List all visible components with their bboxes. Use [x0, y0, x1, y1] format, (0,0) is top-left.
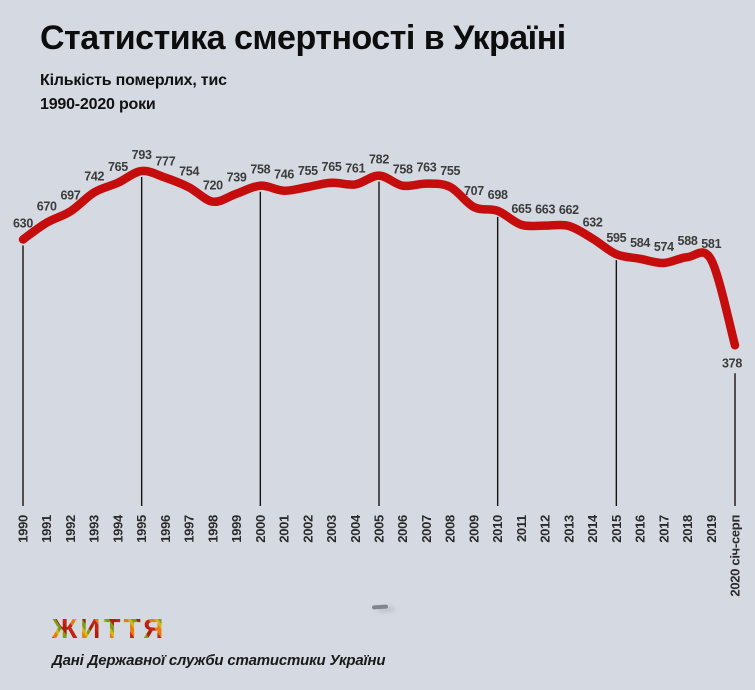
value-label: 595 — [606, 231, 626, 245]
year-label: 1991 — [39, 515, 54, 543]
chart-subtitle: Кількість померлих, тис — [40, 72, 227, 90]
year-label: 2014 — [585, 514, 600, 543]
year-label: 2009 — [466, 515, 481, 543]
year-label: 2008 — [443, 515, 458, 543]
value-label: 755 — [440, 164, 460, 178]
value-label: 670 — [37, 200, 57, 214]
year-label: 2016 — [633, 515, 648, 543]
value-label: 758 — [393, 163, 413, 177]
value-label: 698 — [488, 188, 508, 202]
value-label: 720 — [203, 179, 223, 193]
page-title: Статистика смертності в Україні — [40, 19, 566, 57]
value-label: 739 — [227, 171, 247, 185]
footer: ЖИТТЯ Дані Державної служби статистики У… — [52, 614, 386, 670]
year-label: 2020 січ-серп — [728, 515, 743, 597]
header: Статистика смертності в Україні Кількіст… — [40, 19, 566, 117]
value-label: 632 — [583, 216, 603, 230]
value-label: 761 — [345, 161, 365, 175]
value-label: 581 — [701, 237, 721, 251]
value-label: 793 — [132, 148, 152, 162]
value-label: 588 — [678, 234, 698, 248]
value-label: 777 — [155, 155, 175, 169]
value-label: 754 — [179, 164, 199, 178]
value-label: 707 — [464, 184, 484, 198]
year-label: 2006 — [395, 515, 410, 543]
value-label: 765 — [322, 160, 342, 174]
year-label: 1990 — [16, 515, 31, 543]
year-label: 1995 — [134, 515, 149, 543]
year-label: 1996 — [158, 515, 173, 543]
data-source-note: Дані Державної служби статистики України — [52, 652, 386, 669]
value-label: 697 — [60, 188, 80, 202]
year-label: 2003 — [324, 515, 339, 543]
year-label: 2019 — [704, 515, 719, 543]
value-label: 746 — [274, 168, 294, 182]
year-label: 1998 — [205, 515, 220, 543]
value-label: 378 — [722, 356, 742, 370]
year-label: 2002 — [300, 515, 315, 543]
chart-period: 1990-2020 роки — [40, 96, 156, 114]
value-label: 574 — [654, 240, 674, 254]
year-label: 1997 — [182, 515, 197, 543]
year-label: 2001 — [277, 515, 292, 543]
year-label: 2015 — [609, 515, 624, 543]
year-label: 2011 — [514, 515, 529, 542]
year-label: 2000 — [253, 515, 268, 543]
year-label: 1993 — [87, 515, 102, 543]
chart-line — [18, 166, 740, 350]
value-label: 782 — [369, 153, 389, 167]
value-label: 755 — [298, 164, 318, 178]
year-label: 1999 — [229, 515, 244, 543]
year-label: 2010 — [490, 515, 505, 543]
year-label: 2004 — [348, 514, 363, 543]
value-label: 763 — [416, 161, 436, 175]
year-label: 1992 — [63, 515, 78, 543]
value-label: 665 — [511, 202, 531, 216]
value-label: 630 — [13, 216, 33, 230]
year-label: 2005 — [372, 515, 387, 543]
year-label: 1994 — [110, 514, 125, 543]
year-label: 2013 — [561, 515, 576, 543]
value-label: 584 — [630, 236, 650, 250]
value-label: 742 — [84, 169, 104, 183]
year-label: 2017 — [656, 515, 671, 543]
zhyttia-logo: ЖИТТЯ — [52, 614, 385, 644]
value-label: 765 — [108, 160, 128, 174]
value-label: 662 — [559, 203, 579, 217]
value-label: 663 — [535, 203, 555, 217]
year-label: 2012 — [538, 515, 553, 543]
year-label: 2018 — [680, 515, 695, 543]
value-label: 758 — [250, 163, 270, 177]
year-label: 2007 — [419, 515, 434, 543]
